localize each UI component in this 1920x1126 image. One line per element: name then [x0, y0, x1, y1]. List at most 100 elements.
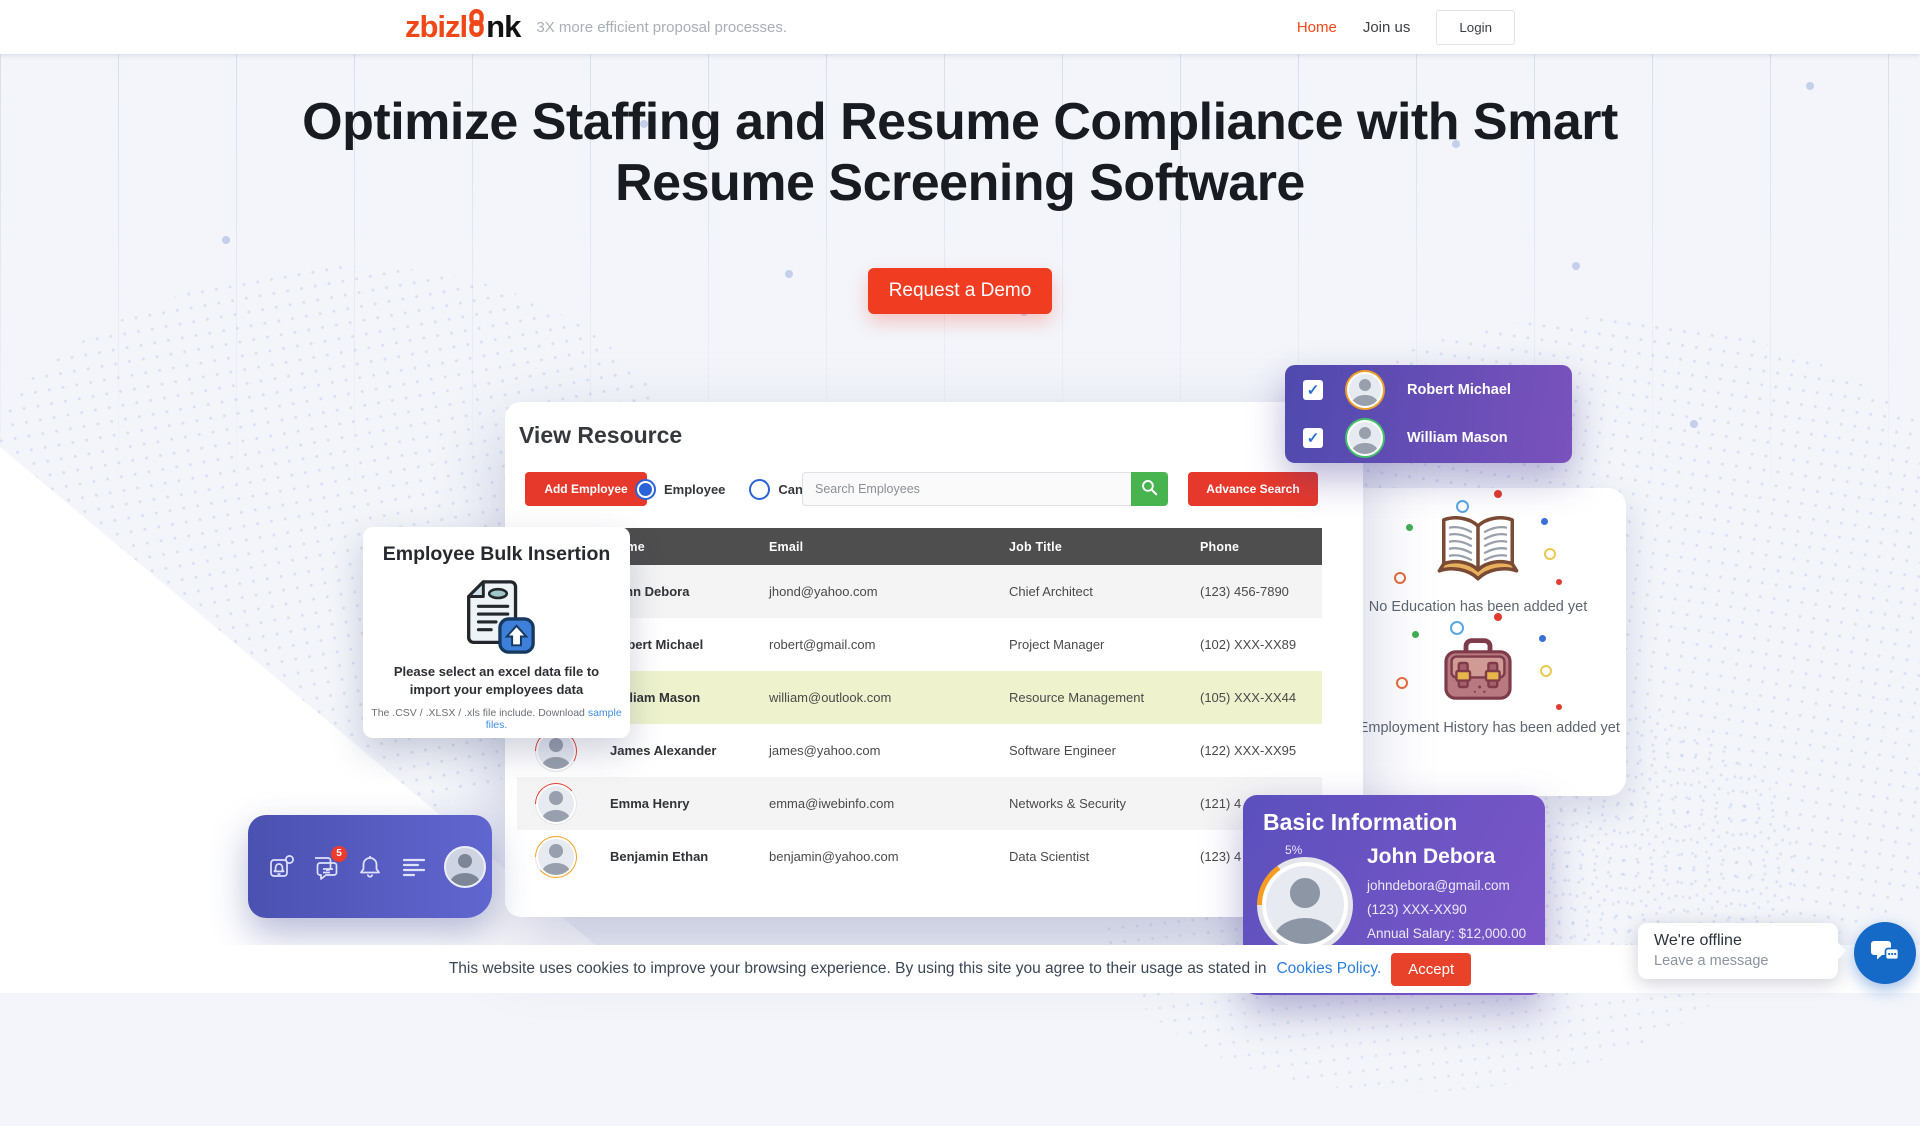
- hero-title-line1: Optimize Staffing and Resume Compliance …: [302, 93, 1618, 151]
- no-employment-text: No Employment History has been added yet: [1336, 720, 1620, 736]
- confetti-ring: [1450, 621, 1464, 635]
- table-header-row: Name Email Job Title Phone: [517, 528, 1322, 565]
- basic-info-title: Basic Information: [1263, 809, 1458, 835]
- cell-email: benjamin@yahoo.com: [769, 849, 899, 864]
- search-icon: [1140, 478, 1159, 500]
- messages-badge: 5: [331, 845, 347, 862]
- employee-avatar: [535, 782, 577, 825]
- cell-name: Robert Michael: [610, 637, 704, 652]
- messages-icon[interactable]: 5: [312, 845, 347, 881]
- background-dot: [1806, 82, 1814, 90]
- cell-name: James Alexander: [610, 743, 717, 758]
- briefcase-icon: [1438, 638, 1518, 709]
- chat-action-text: Leave a message: [1654, 953, 1769, 969]
- file-upload-icon[interactable]: [363, 576, 630, 663]
- employee-bulk-insertion-card: Employee Bulk Insertion Please select an…: [363, 527, 630, 738]
- search-button[interactable]: [1131, 472, 1168, 506]
- chat-status-text: We're offline: [1654, 932, 1742, 949]
- background-dot: [1690, 420, 1698, 428]
- accept-cookies-button[interactable]: Accept: [1391, 952, 1472, 986]
- login-button[interactable]: Login: [1436, 9, 1515, 45]
- confetti-dot: [1539, 635, 1546, 642]
- bell-icon[interactable]: [356, 853, 384, 881]
- profile-email: johndebora@gmail.com: [1367, 878, 1510, 893]
- cell-email: jhond@yahoo.com: [769, 584, 878, 599]
- confetti-ring: [1544, 548, 1556, 560]
- cell-name: Emma Henry: [610, 796, 690, 811]
- menu-list-icon[interactable]: [400, 853, 428, 881]
- logo-part-suffix: nk: [486, 9, 521, 44]
- radio-employee-control[interactable]: [635, 478, 656, 500]
- confetti-ring: [1396, 677, 1408, 689]
- selection-row[interactable]: ✓ William Mason: [1303, 418, 1554, 458]
- logo-text: zbizl nk: [405, 8, 521, 46]
- profile-completion-percent: 5%: [1285, 843, 1303, 857]
- cell-job: Chief Architect: [1009, 584, 1093, 599]
- cookies-policy-link[interactable]: Cookies Policy.: [1276, 960, 1382, 977]
- employment-icon-stage: [1396, 613, 1562, 710]
- cookie-text: This website uses cookies to improve you…: [448, 960, 1267, 977]
- notification-settings-icon[interactable]: [268, 853, 296, 881]
- table-row[interactable]: Benjamin Ethan benjamin@yahoo.com Data S…: [517, 830, 1322, 883]
- chat-offline-bubble[interactable]: We're offline Leave a message: [1638, 923, 1838, 979]
- table-row[interactable]: Emma Henry emma@iwebinfo.com Networks & …: [517, 777, 1322, 830]
- nav-link-join-us[interactable]: Join us: [1362, 18, 1411, 36]
- view-resource-title: View Resource: [519, 422, 683, 448]
- brand-logo[interactable]: zbizl nk: [405, 8, 521, 46]
- chat-icon: [1868, 935, 1902, 972]
- candidate-selection-card: ✓ Robert Michael ✓ William Mason: [1285, 365, 1572, 463]
- cell-job: Software Engineer: [1009, 743, 1116, 758]
- cell-phone: (102) XXX-XX89: [1200, 637, 1297, 652]
- radio-candidate-control[interactable]: [749, 478, 771, 500]
- candidate-name: William Mason: [1407, 430, 1508, 446]
- hero-title: Optimize Staffing and Resume Compliance …: [0, 92, 1920, 214]
- col-header-name: Name: [610, 540, 769, 554]
- nav-link-home[interactable]: Home: [1296, 18, 1337, 36]
- search-input[interactable]: [802, 472, 1131, 506]
- background-dot: [1452, 140, 1460, 148]
- nav-links: Home Join us Login: [1296, 9, 1515, 45]
- col-header-phone: Phone: [1200, 539, 1240, 554]
- confetti-ring: [1540, 665, 1552, 677]
- sample-files-link[interactable]: sample files.: [485, 707, 622, 732]
- selection-row[interactable]: ✓ Robert Michael: [1303, 370, 1554, 410]
- candidate-avatar: [1345, 370, 1385, 410]
- table-row[interactable]: John Debora jhond@yahoo.com Chief Archit…: [517, 565, 1322, 618]
- confetti-dot: [1406, 524, 1413, 531]
- table-row[interactable]: Robert Michael robert@gmail.com Project …: [517, 618, 1322, 671]
- confetti-ring: [1456, 500, 1469, 513]
- candidate-avatar: [1345, 418, 1385, 458]
- request-demo-button[interactable]: Request a Demo: [868, 268, 1052, 314]
- checkbox-checked[interactable]: ✓: [1303, 380, 1323, 400]
- cell-name: William Mason: [610, 690, 701, 705]
- chat-launcher-button[interactable]: [1854, 922, 1916, 984]
- chain-link-icon: [468, 8, 485, 46]
- table-row[interactable]: James Alexander james@yahoo.com Software…: [517, 724, 1322, 777]
- add-employee-button[interactable]: Add Employee: [525, 472, 647, 506]
- background-dot: [785, 270, 793, 278]
- background-dot: [222, 236, 230, 244]
- navbar-tagline: 3X more efficient proposal processes.: [536, 18, 788, 36]
- logo-part-prefix: zbizl: [405, 9, 468, 44]
- resume-empty-states-card: No Education has been added yet No Emplo…: [1330, 488, 1626, 796]
- confetti-ring: [1394, 572, 1406, 584]
- radio-employee-label: Employee: [664, 481, 726, 497]
- confetti-dot: [1541, 518, 1548, 525]
- cell-job: Data Scientist: [1009, 849, 1090, 864]
- col-header-email: Email: [769, 539, 804, 554]
- bulk-note-text: The .CSV / .XLSX / .xls file include. Do…: [371, 707, 588, 720]
- user-avatar[interactable]: [444, 845, 486, 888]
- hero-title-line2: Resume Screening Software: [615, 153, 1305, 212]
- profile-phone: (123) XXX-XX90: [1367, 902, 1467, 917]
- cell-job: Project Manager: [1009, 637, 1105, 652]
- advance-search-button[interactable]: Advance Search: [1188, 472, 1318, 506]
- background-dot: [640, 120, 648, 128]
- dashboard-icon-bar: 5: [248, 815, 492, 918]
- col-header-job-title: Job Title: [1009, 539, 1062, 554]
- cell-name: Benjamin Ethan: [610, 849, 709, 864]
- checkbox-checked[interactable]: ✓: [1303, 428, 1323, 448]
- radio-employee[interactable]: Employee: [635, 478, 726, 500]
- profile-avatar: [1257, 857, 1353, 953]
- bulk-card-instruction-line2: import your employees data: [409, 681, 584, 697]
- table-row-highlighted[interactable]: William Mason william@outlook.com Resour…: [517, 671, 1322, 724]
